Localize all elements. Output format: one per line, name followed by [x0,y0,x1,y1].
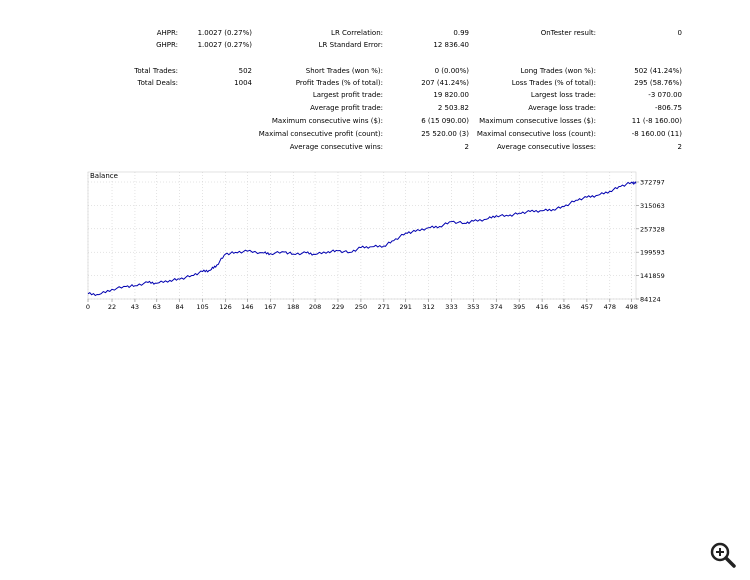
x-tick-label: 22 [108,303,116,311]
x-tick-label: 0 [86,303,90,311]
y-tick-label: 199593 [640,249,665,257]
y-tick-label: 141859 [640,272,665,280]
average-loss-value: -806.75 [654,104,682,112]
long-trades-label: Long Trades (won %): [520,67,596,75]
largest-loss-label: Largest loss trade: [530,91,596,99]
x-tick-label: 312 [422,303,434,311]
x-tick-label: 395 [513,303,525,311]
x-tick-label: 126 [219,303,231,311]
y-axis-ticks: 84124 141859 199593 257328 315063 372797 [636,179,665,304]
ghpr-label: GHPR: [156,41,178,49]
average-profit-label: Average profit trade: [310,104,383,112]
x-axis-ticks: 0 22 43 63 84 105 126 146 167 188 208 229 250 271 291 3… [86,299,638,311]
max-consecutive-losses-label: Maximum consecutive losses ($): [479,117,596,125]
x-tick-label: 436 [558,303,570,311]
chart-grid [87,171,637,300]
total-deals-label: Total Deals: [137,79,178,87]
total-trades-value: 502 [238,67,252,75]
y-tick-label: 372797 [640,179,665,187]
average-consecutive-losses-value: 2 [677,143,682,151]
x-tick-label: 291 [399,303,411,311]
lr-standard-error-label: LR Standard Error: [318,41,383,49]
largest-loss-value: -3 070.00 [648,91,682,99]
x-tick-label: 250 [355,303,367,311]
balance-series-line [87,181,637,297]
lr-correlation-label: LR Correlation: [331,29,383,37]
ghpr-value: 1.0027 (0.27%) [197,41,252,49]
x-tick-label: 333 [445,303,457,311]
y-tick-label: 84124 [640,296,661,304]
short-trades-value: 0 (0.00%) [434,67,469,75]
x-tick-label: 208 [309,303,321,311]
largest-profit-value: 19 820.00 [433,91,469,99]
short-trades-label: Short Trades (won %): [305,67,383,75]
x-tick-label: 63 [153,303,161,311]
max-consecutive-loss-label: Maximal consecutive loss (count): [476,130,596,138]
max-consecutive-profit-label: Maximal consecutive profit (count): [258,130,383,138]
x-tick-label: 271 [378,303,390,311]
x-tick-label: 84 [176,303,184,311]
max-consecutive-wins-value: 6 (15 090.00) [421,117,469,125]
x-tick-label: 374 [490,303,502,311]
x-tick-label: 457 [581,303,593,311]
chart-title: Balance [90,172,118,180]
lr-standard-error-value: 12 836.40 [433,41,469,49]
x-tick-label: 146 [241,303,253,311]
loss-trades-value: 295 (58.76%) [634,79,682,87]
x-tick-label: 188 [287,303,299,311]
max-consecutive-loss-value: -8 160.00 (11) [631,130,682,138]
loss-trades-label: Loss Trades (% of total): [511,79,596,87]
profit-trades-value: 207 (41.24%) [421,79,469,87]
total-trades-label: Total Trades: [134,67,178,75]
zoom-in-icon[interactable] [708,540,738,570]
y-tick-label: 257328 [640,225,665,233]
ahpr-value: 1.0027 (0.27%) [197,29,252,37]
long-trades-value: 502 (41.24%) [634,67,682,75]
average-consecutive-wins-value: 2 [464,143,469,151]
x-tick-label: 229 [332,303,344,311]
plot-frame [87,171,637,300]
average-consecutive-losses-label: Average consecutive losses: [497,143,596,151]
ahpr-label: AHPR: [156,29,178,37]
profit-trades-label: Profit Trades (% of total): [295,79,383,87]
max-consecutive-profit-value: 25 520.00 (3) [421,130,469,138]
balance-chart: 0 22 43 63 84 105 126 146 167 188 208 229 250 271 291 3… [86,171,665,311]
largest-profit-label: Largest profit trade: [312,91,383,99]
average-profit-value: 2 503.82 [437,104,469,112]
x-tick-label: 416 [536,303,548,311]
total-deals-value: 1004 [234,79,252,87]
average-loss-label: Average loss trade: [528,104,596,112]
x-tick-label: 353 [467,303,479,311]
x-tick-label: 478 [604,303,616,311]
ontester-result-value: 0 [677,29,682,37]
max-consecutive-wins-label: Maximum consecutive wins ($): [271,117,383,125]
x-tick-label: 105 [196,303,208,311]
ontester-result-label: OnTester result: [540,29,596,37]
x-tick-label: 167 [264,303,276,311]
lr-correlation-value: 0.99 [453,29,469,37]
x-tick-label: 43 [131,303,139,311]
y-tick-label: 315063 [640,202,665,210]
max-consecutive-losses-value: 11 (-8 160.00) [631,117,682,125]
average-consecutive-wins-label: Average consecutive wins: [289,143,383,151]
x-tick-label: 498 [625,303,637,311]
